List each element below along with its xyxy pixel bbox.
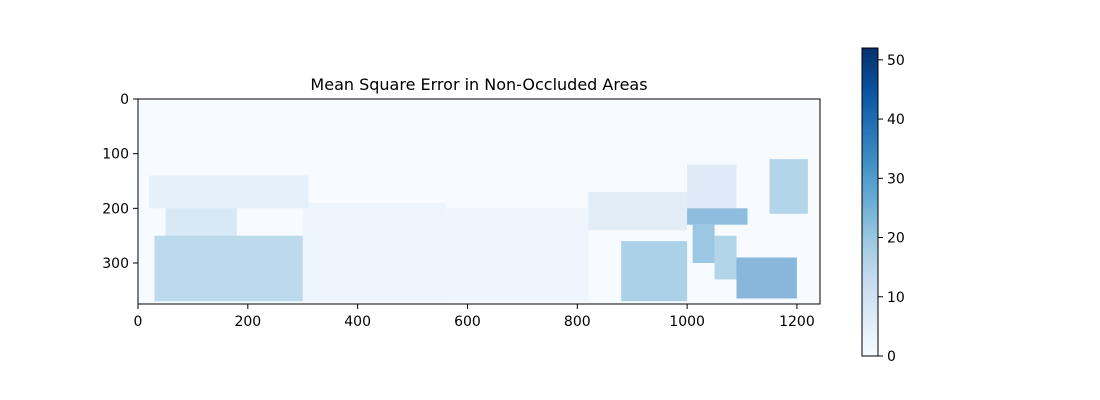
x-tick-label: 800 bbox=[564, 314, 591, 330]
heatmap-region bbox=[165, 208, 237, 242]
x-tick-label: 600 bbox=[454, 314, 481, 330]
x-tick-label: 1000 bbox=[669, 314, 705, 330]
colorbar-axis: 0 10 20 30 40 50 bbox=[878, 53, 905, 365]
plot-frame bbox=[137, 98, 821, 305]
colorbar-tick-label: 0 bbox=[887, 349, 896, 365]
heatmap-region bbox=[445, 208, 589, 302]
y-tick-label: 300 bbox=[102, 256, 129, 272]
colorbar-tick-label: 10 bbox=[887, 290, 905, 306]
heatmap-region bbox=[154, 235, 303, 302]
heatmap-region bbox=[736, 257, 797, 299]
heatmap-region bbox=[769, 159, 808, 214]
heatmap-region bbox=[687, 164, 737, 209]
heatmap-region bbox=[588, 191, 688, 231]
colorbar-tick-label: 30 bbox=[887, 171, 905, 187]
colorbar bbox=[861, 47, 879, 357]
x-axis: 0 200 400 600 800 1000 1200 bbox=[134, 304, 815, 330]
heatmap-region bbox=[714, 235, 737, 280]
x-tick-label: 1200 bbox=[779, 314, 815, 330]
heatmap-region bbox=[692, 224, 715, 263]
x-tick-label: 200 bbox=[234, 314, 261, 330]
colorbar-tick-label: 40 bbox=[887, 112, 905, 128]
y-tick-label: 200 bbox=[102, 201, 129, 217]
heatmap-layer bbox=[149, 159, 808, 302]
y-tick-label: 0 bbox=[120, 92, 129, 108]
colorbar-tick-label: 20 bbox=[887, 231, 905, 247]
x-tick-label: 0 bbox=[134, 314, 143, 330]
chart-title: Mean Square Error in Non-Occluded Areas bbox=[310, 75, 647, 94]
y-tick-label: 100 bbox=[102, 147, 129, 163]
colorbar-tick-label: 50 bbox=[887, 53, 905, 69]
y-axis: 0 100 200 300 bbox=[102, 92, 138, 272]
heatmap-region bbox=[149, 175, 309, 209]
heatmap-region bbox=[687, 208, 748, 225]
heatmap-region bbox=[621, 241, 688, 302]
x-tick-label: 400 bbox=[344, 314, 371, 330]
heatmap-region bbox=[302, 202, 446, 302]
